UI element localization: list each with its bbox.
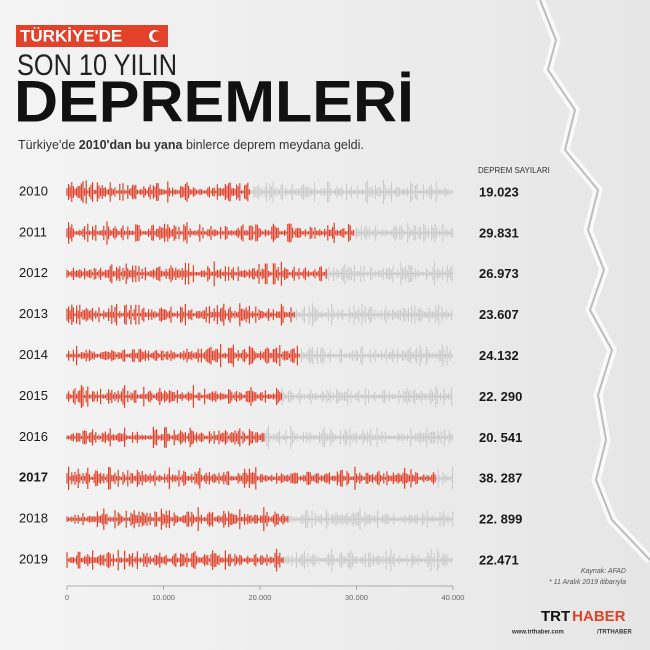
subtitle-part: Türkiye'de: [18, 138, 79, 152]
x-tick-label: 30.000: [345, 593, 368, 602]
y-tick-label: 2019: [19, 552, 48, 567]
value-label: 38. 287: [479, 471, 522, 486]
crack-edge: [539, 0, 650, 561]
value-label: 22. 899: [479, 512, 522, 527]
bar: [66, 385, 282, 408]
brand-part: TRT: [541, 608, 570, 625]
subtitle-part: binlerce deprem meydana geldi.: [182, 138, 363, 152]
social: /TRTHABER: [597, 630, 632, 636]
x-tick-label: 20.000: [249, 593, 272, 602]
bar: [66, 180, 250, 204]
bar: [66, 548, 284, 572]
subtitle-top: SON 10 YILIN: [17, 49, 177, 82]
wave-rest: [326, 262, 453, 286]
y-tick-label: 2018: [19, 511, 48, 526]
wave-rest: [281, 385, 453, 408]
value-label: 22. 290: [479, 389, 522, 404]
wave-rest: [299, 344, 453, 367]
x-tick-label: 0: [65, 593, 69, 602]
y-tick-label: 2015: [19, 388, 48, 403]
note: * 11 Aralık 2019 itibarıyla: [549, 579, 626, 586]
value-label: 20. 541: [479, 430, 522, 445]
value-label: 26.973: [479, 266, 519, 281]
wave-rest: [250, 179, 453, 205]
wave-rest: [436, 466, 453, 490]
value-label: 22.471: [479, 553, 519, 568]
bar: [66, 221, 354, 245]
value-label: 23.607: [479, 307, 519, 322]
value-label: 24.132: [479, 348, 519, 363]
source: Kaynak: AFAD: [581, 568, 626, 575]
brand-part: HABER: [572, 608, 626, 625]
value-label: 29.831: [479, 225, 519, 240]
subtitle-part: 2010'dan bu yana: [79, 138, 184, 152]
y-tick-label: 2010: [19, 183, 48, 198]
wave-rest: [264, 425, 453, 449]
value-header: DEPREM SAYILARI: [478, 166, 550, 175]
x-tick-label: 10.000: [152, 593, 175, 602]
supertitle: TÜRKİYE'DE: [20, 26, 122, 45]
wave-rest: [283, 548, 453, 572]
y-tick-label: 2016: [19, 429, 48, 444]
bar: [66, 261, 327, 287]
bar: [66, 303, 295, 327]
y-tick-label: 2011: [19, 224, 47, 239]
subtitle: Türkiye'de 2010'dan bu yana binlerce dep…: [18, 138, 364, 152]
flag-crescent-cut: [152, 31, 162, 41]
y-tick-label: 2014: [19, 347, 48, 362]
bar: [66, 344, 300, 368]
brand: TRT HABER: [541, 608, 626, 625]
y-tick-label: 2012: [19, 265, 48, 280]
header-badge: [16, 25, 168, 47]
bar: [66, 426, 265, 448]
x-tick-label: 40.000: [442, 593, 465, 602]
title: DEPREMLERİ: [14, 69, 414, 134]
y-tick-label: 2017: [19, 470, 48, 485]
bar: [66, 507, 289, 532]
bar: [66, 466, 436, 490]
website: www.trthaber.com: [511, 630, 564, 636]
y-tick-label: 2013: [19, 306, 48, 321]
value-label: 19.023: [479, 184, 519, 199]
wave-rest: [354, 222, 453, 243]
